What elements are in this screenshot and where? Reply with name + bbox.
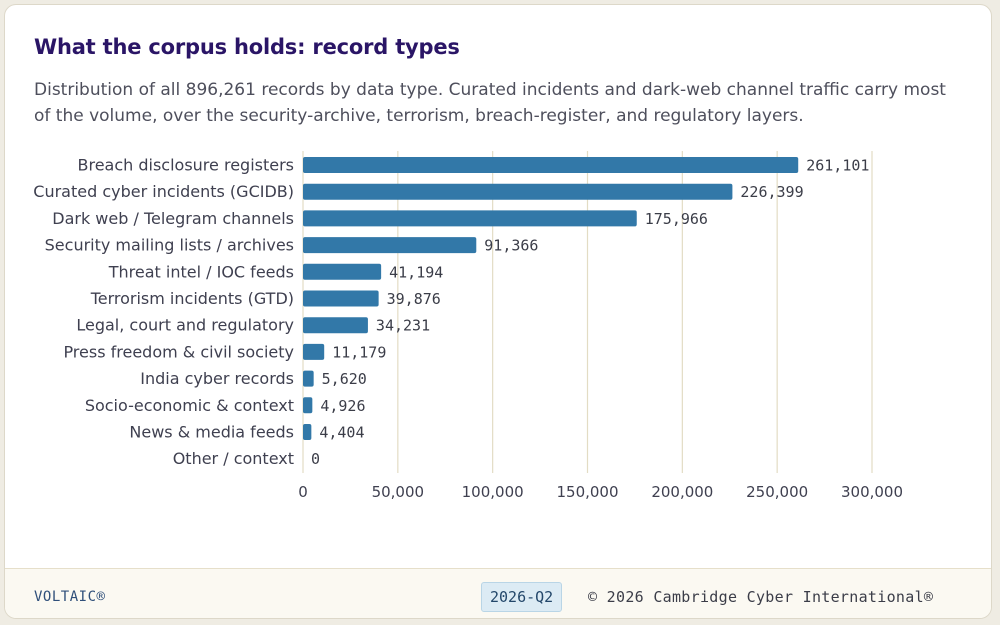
bar <box>303 157 799 173</box>
category-label: News & media feeds <box>129 423 294 442</box>
x-tick-label: 0 <box>298 483 308 501</box>
footer: VOLTAIC® 2026-Q2 © 2026 Cambridge Cyber … <box>5 568 991 618</box>
copyright-text: © 2026 Cambridge Cyber International® <box>588 588 934 606</box>
category-label: Terrorism incidents (GTD) <box>90 289 294 308</box>
bar <box>303 210 637 227</box>
value-label: 226,399 <box>740 183 803 201</box>
x-tick-label: 150,000 <box>556 483 618 501</box>
category-label: India cyber records <box>140 369 294 388</box>
value-label: 4,404 <box>319 424 364 442</box>
bar <box>303 370 314 387</box>
value-label: 175,966 <box>645 210 708 228</box>
category-label: Socio-economic & context <box>85 396 294 415</box>
x-tick-label: 200,000 <box>651 483 713 501</box>
period-badge: 2026-Q2 <box>481 582 563 612</box>
category-label: Dark web / Telegram channels <box>52 209 294 228</box>
x-tick-label: 50,000 <box>372 483 425 501</box>
value-label: 11,179 <box>332 343 386 361</box>
category-label: Press freedom & civil society <box>63 342 294 361</box>
value-label: 5,620 <box>322 370 367 388</box>
value-label: 34,231 <box>376 317 430 335</box>
bar <box>303 343 325 360</box>
x-tick-label: 250,000 <box>746 483 808 501</box>
category-label: Breach disclosure registers <box>77 156 294 175</box>
value-label: 0 <box>311 450 320 468</box>
brand-logo-text: VOLTAIC® <box>34 589 106 605</box>
bar <box>303 397 313 414</box>
value-label: 41,194 <box>389 263 443 281</box>
bar <box>303 237 477 254</box>
x-tick-label: 300,000 <box>841 483 903 501</box>
category-label: Legal, court and regulatory <box>76 316 294 335</box>
value-label: 261,101 <box>806 157 869 175</box>
chart-subtitle: Distribution of all 896,261 records by d… <box>34 80 946 126</box>
bar-chart: 0 50,000 100,000 150,000 200,000 250,000 300,0… <box>33 151 903 501</box>
bar <box>303 263 382 280</box>
chart-card: What the corpus holds: record types Dist… <box>4 4 992 619</box>
value-label: 39,876 <box>387 290 441 308</box>
category-label: Threat intel / IOC feeds <box>108 262 294 281</box>
category-label: Other / context <box>173 449 294 468</box>
category-label: Security mailing lists / archives <box>45 236 294 255</box>
chart-title: What the corpus holds: record types <box>34 35 460 59</box>
value-label: 91,366 <box>484 237 538 255</box>
bar <box>303 290 379 307</box>
category-label: Curated cyber incidents (GCIDB) <box>33 182 294 201</box>
bar <box>303 424 312 440</box>
bar <box>303 317 368 334</box>
bar <box>303 183 733 200</box>
x-tick-label: 100,000 <box>462 483 524 501</box>
value-label: 4,926 <box>320 397 365 415</box>
